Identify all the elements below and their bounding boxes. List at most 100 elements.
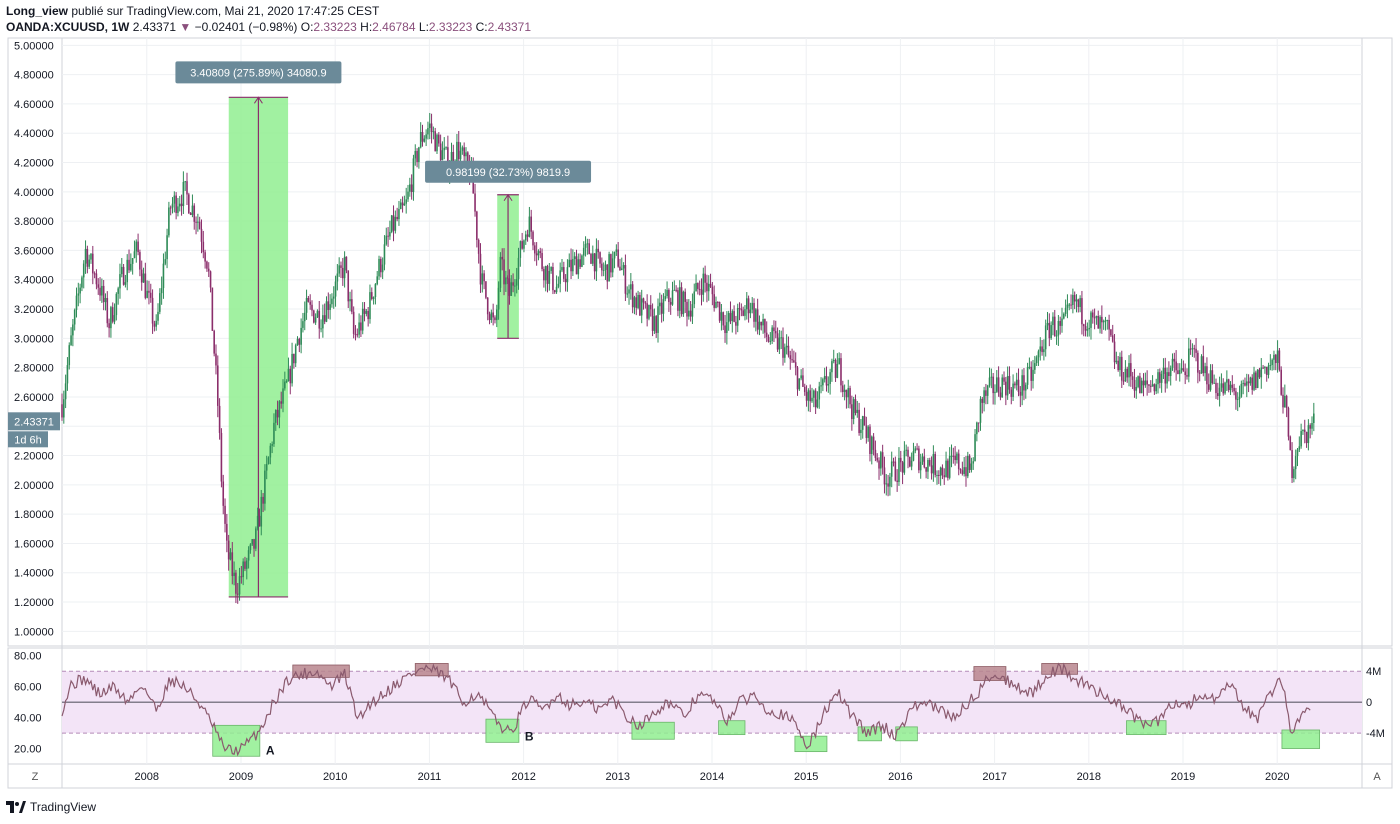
candle-body: [485, 281, 487, 298]
candle-body: [273, 422, 275, 445]
candle-body: [938, 474, 940, 476]
candle-body: [490, 312, 493, 321]
candle-body: [300, 327, 302, 345]
candle-body: [939, 467, 942, 476]
candle-body: [1296, 449, 1299, 457]
candle-body: [1177, 370, 1179, 375]
close-label: C:: [475, 20, 488, 34]
candle-body: [160, 288, 163, 294]
measure-label-box: [175, 61, 342, 84]
candle-body: [318, 310, 321, 329]
candle-body: [104, 298, 107, 303]
candle-body: [398, 208, 400, 220]
candle-body: [965, 467, 967, 477]
candle-body: [443, 147, 446, 151]
candle-body: [548, 270, 551, 284]
candle-body: [133, 251, 136, 259]
rsi-tick-label: 80.00: [14, 651, 42, 663]
open-label: O:: [300, 20, 314, 34]
candle-body: [523, 240, 525, 249]
candle-body: [773, 327, 775, 332]
candle-body: [117, 288, 119, 294]
chart-header-ohlc: OANDA:XCUUSD, 1W 2.43371 ▼ −0.02401 (−0.…: [6, 20, 531, 34]
candle-body: [820, 385, 822, 387]
candle-body: [305, 297, 308, 313]
candle-body: [1008, 376, 1011, 390]
candle-body: [372, 297, 375, 299]
candle-body: [244, 561, 246, 569]
candle-body: [157, 311, 159, 321]
candle-body: [438, 134, 440, 144]
price-tick-label: 4.60000: [14, 99, 54, 111]
rsi-right-tick-label: 4M: [1366, 666, 1381, 678]
candle-body: [452, 151, 455, 165]
candle-body: [1264, 366, 1266, 369]
candle-body: [226, 523, 228, 541]
candle-body: [675, 289, 677, 291]
candle-body: [684, 291, 686, 302]
candle-body: [651, 309, 654, 331]
candle-body: [139, 252, 141, 270]
candle-body: [564, 278, 567, 283]
candle-body: [784, 347, 786, 358]
candle-body: [240, 576, 243, 578]
candle-body: [403, 203, 406, 206]
candle-body: [356, 334, 359, 336]
price-tick-label: 1.80000: [14, 509, 54, 521]
candle-body: [320, 328, 322, 330]
footer-brand[interactable]: TradingView: [6, 800, 96, 814]
candle-body: [854, 399, 857, 413]
candle-body: [494, 317, 496, 321]
candle-body: [264, 470, 266, 504]
candle-body: [807, 390, 810, 401]
candle-body: [941, 467, 944, 476]
candle-body: [1034, 363, 1036, 370]
candle-body: [1255, 372, 1257, 388]
candle-body: [860, 429, 862, 434]
candle-body: [396, 216, 398, 220]
candle-body: [95, 273, 98, 285]
candle-body: [1267, 365, 1270, 375]
candle-body: [99, 287, 101, 296]
candle-body: [1191, 348, 1194, 350]
candle-body: [649, 305, 652, 310]
candle-body: [840, 358, 842, 386]
candle-body: [1303, 429, 1306, 432]
chart-canvas[interactable]: 5.00000 4.80000 4.60000 4.40000 4.20000 4.000…: [0, 0, 1400, 800]
candle-body: [113, 315, 116, 322]
candle-body: [925, 467, 927, 472]
candle-body: [816, 399, 819, 408]
candle-body: [178, 203, 181, 207]
candle-body: [822, 379, 824, 386]
candle-body: [1044, 325, 1047, 350]
candle-body: [307, 297, 310, 302]
candle-body: [727, 313, 730, 323]
candle-body: [1231, 384, 1234, 388]
candle-body: [1108, 319, 1110, 330]
candle-body: [119, 274, 121, 289]
candle-body: [274, 409, 277, 423]
candle-body: [463, 147, 465, 157]
candle-body: [93, 273, 96, 275]
candle-body: [912, 451, 915, 461]
candle-body: [762, 319, 764, 326]
candle-body: [430, 123, 433, 132]
candle-body: [870, 436, 873, 454]
candle-body: [1079, 298, 1081, 307]
candle-body: [251, 539, 254, 545]
candle-body: [626, 293, 629, 295]
candle-body: [883, 467, 886, 485]
candle-body: [1120, 356, 1123, 381]
candle-body: [648, 305, 650, 319]
candle-body: [285, 381, 288, 383]
candle-body: [280, 401, 283, 404]
last-price-tag-label: 2.43371: [14, 416, 54, 428]
candle-body: [216, 365, 219, 406]
candle-body: [425, 134, 427, 139]
candle-body: [959, 469, 962, 471]
candle-body: [823, 376, 826, 380]
candle-body: [289, 368, 292, 384]
candle-body: [1017, 379, 1020, 392]
candle-body: [613, 251, 616, 259]
candle-body: [380, 258, 382, 273]
